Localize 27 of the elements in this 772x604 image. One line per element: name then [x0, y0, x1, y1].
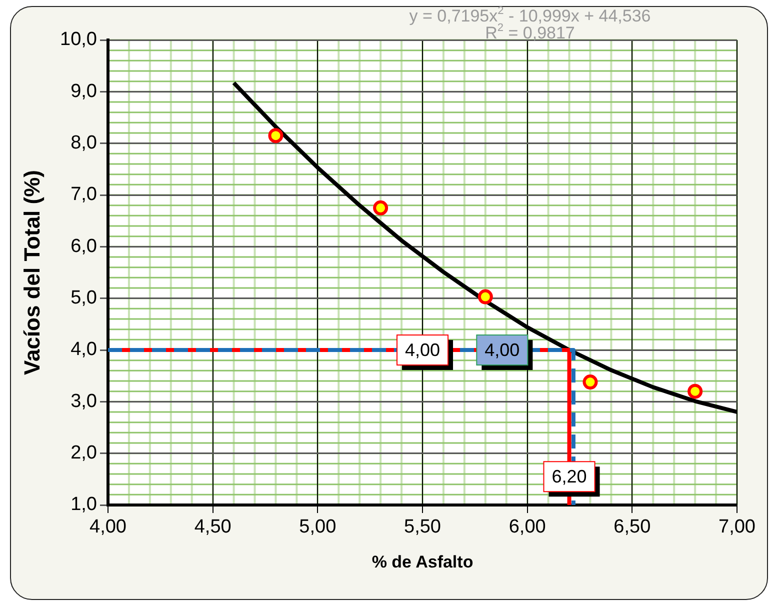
y-tick-label: 9,0: [70, 80, 97, 102]
y-tick-label: 7,0: [70, 184, 97, 206]
y-axis-title: Vacíos del Total (%): [19, 170, 44, 375]
x-tick-label: 7,00: [718, 516, 756, 538]
y-tick-label: 3,0: [70, 390, 97, 412]
y-tick-label: 5,0: [70, 288, 97, 309]
y-tick-label: 4,0: [70, 339, 97, 360]
y-tick-label: 2,0: [70, 442, 97, 464]
y-tick-label: 10,0: [60, 29, 97, 50]
annotation: 4,00: [484, 340, 520, 360]
x-tick-label: 6,50: [614, 516, 651, 538]
point: [688, 384, 703, 399]
point: [268, 128, 284, 144]
annotation: 6,20: [552, 466, 587, 487]
y-tick-label: 8,0: [70, 132, 97, 154]
y-tick-label: 6,0: [70, 236, 97, 257]
point: [478, 289, 493, 304]
x-tick-label: 5,00: [299, 516, 336, 538]
point: [582, 374, 598, 390]
x-tick-label: 4,50: [194, 516, 232, 538]
x-axis-title: % de Asfalto: [372, 552, 474, 572]
y-tick-label: 1,0: [70, 494, 97, 516]
x-tick-label: 5,50: [404, 516, 441, 538]
point: [373, 200, 388, 216]
x-tick-label: 4,00: [90, 516, 126, 538]
annotation: 4,00: [404, 340, 440, 360]
x-tick-label: 6,00: [508, 516, 546, 538]
